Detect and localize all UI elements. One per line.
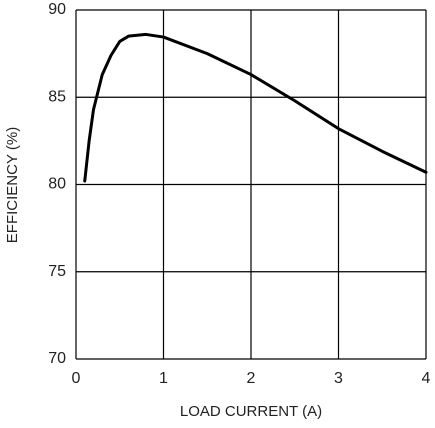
x-tick-label: 1 [159, 370, 168, 387]
y-tick-label: 75 [48, 263, 66, 280]
x-tick-label: 4 [422, 370, 431, 387]
efficiency-line [83, 32, 428, 183]
x-tick-label: 2 [247, 370, 256, 387]
y-tick-label: 85 [48, 88, 66, 105]
y-tick-label: 90 [48, 1, 66, 18]
x-axis-label: LOAD CURRENT (A) [180, 403, 322, 420]
y-axis-label: EFFICIENCY (%) [4, 127, 21, 243]
x-tick-label: 3 [334, 370, 343, 387]
y-tick-label: 70 [48, 350, 66, 367]
y-tick-label: 80 [48, 176, 66, 193]
x-tick-label: 0 [72, 370, 81, 387]
